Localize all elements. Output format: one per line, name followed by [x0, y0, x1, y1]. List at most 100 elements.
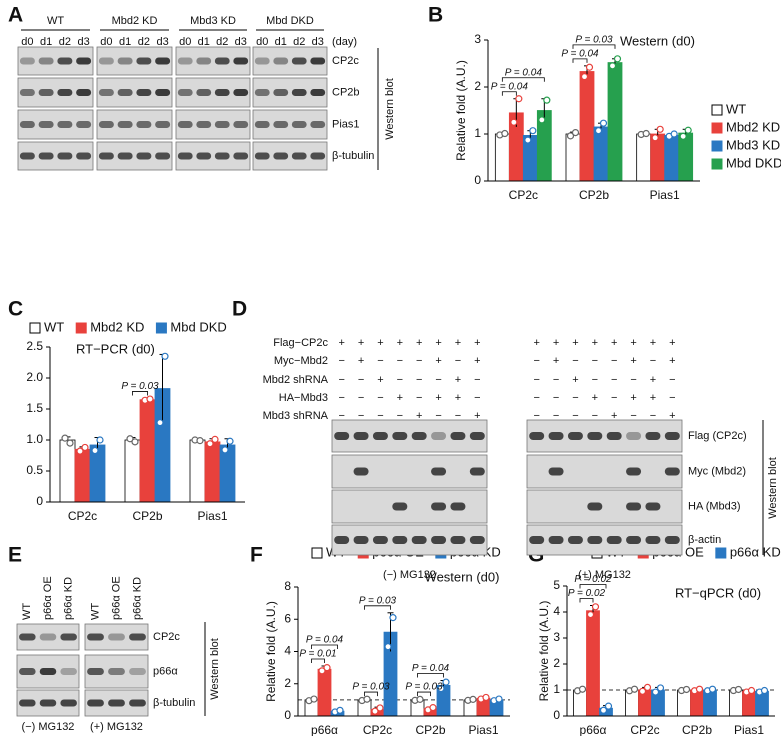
x-tick-label: CP2c — [363, 723, 392, 736]
lane-label: d1 — [198, 36, 210, 48]
condition-sign: − — [533, 392, 539, 404]
blot-band — [129, 633, 146, 641]
x-tick-label: CP2b — [579, 188, 609, 202]
blot-band — [664, 467, 680, 476]
blot-band — [57, 89, 73, 96]
y-tick-label: 4 — [553, 604, 560, 618]
condition-sign: − — [455, 355, 461, 367]
condition-sign: + — [338, 337, 344, 349]
blot-band — [411, 432, 427, 440]
blot-band — [310, 57, 326, 65]
condition-sign: + — [650, 374, 656, 386]
x-tick-label: Pias1 — [734, 723, 764, 736]
significance-bracket — [572, 44, 616, 49]
blot-band — [155, 89, 171, 96]
condition-sign: + — [435, 355, 441, 367]
condition-sign: + — [358, 337, 364, 349]
blot-band — [108, 699, 125, 707]
bar — [593, 126, 609, 182]
blot-band — [626, 536, 642, 544]
condition-sign: − — [592, 355, 598, 367]
significance-bracket — [364, 605, 391, 610]
lane-label: d0 — [179, 36, 191, 48]
blot-band — [177, 57, 193, 65]
row-label: CP2c — [153, 631, 180, 643]
lane-label: d3 — [312, 36, 324, 48]
lane-label: d3 — [235, 36, 247, 48]
condition-sign: + — [669, 337, 675, 349]
blot-band — [431, 467, 447, 476]
data-point — [599, 119, 608, 127]
data-point — [684, 126, 692, 134]
data-point — [682, 685, 691, 694]
condition-sign: − — [358, 374, 364, 386]
condition-sign: + — [435, 392, 441, 404]
blot-band — [177, 89, 193, 96]
condition-sign: + — [474, 337, 480, 349]
p-value: P = 0.03 — [575, 34, 613, 45]
y-tick-label: 1 — [474, 126, 481, 140]
condition-sign: − — [416, 374, 422, 386]
legend-label: Mbd3 KD — [726, 137, 780, 152]
y-tick-label: 0.5 — [26, 463, 43, 477]
panel-label: C — [8, 298, 23, 321]
data-point — [469, 695, 477, 703]
legend-swatch — [75, 322, 87, 334]
blot-band — [155, 57, 171, 65]
blot-band — [431, 536, 447, 544]
data-point — [585, 63, 594, 71]
lane-label: p66α OE — [110, 576, 122, 620]
p-value: P = 0.04 — [491, 81, 529, 92]
blot-band — [626, 432, 642, 440]
data-point — [66, 439, 74, 447]
data-point — [734, 685, 743, 694]
data-point — [501, 129, 509, 138]
y-tick-label: 2 — [284, 676, 291, 690]
condition-sign: − — [630, 410, 636, 422]
bar — [636, 133, 652, 182]
data-point — [376, 704, 384, 712]
data-point — [416, 695, 424, 703]
condition-sign: + — [533, 337, 539, 349]
blot-band — [273, 121, 289, 128]
blot-band — [39, 633, 57, 641]
condition-sign: − — [338, 374, 344, 386]
data-point — [196, 437, 204, 445]
caption: (−) MG132 — [383, 569, 436, 581]
blot-band — [392, 432, 408, 440]
x-tick-label: Pias1 — [650, 188, 680, 202]
data-point — [608, 62, 617, 70]
blot-band — [372, 536, 388, 544]
condition-sign: + — [630, 337, 636, 349]
row-label: Myc (Mbd2) — [688, 465, 746, 477]
group-label: Mbd3 KD — [190, 15, 236, 27]
data-point — [336, 706, 344, 714]
y-tick-label: 5 — [553, 578, 560, 592]
data-point — [156, 419, 164, 427]
condition-sign: + — [397, 392, 403, 404]
condition-sign: − — [377, 355, 383, 367]
blot-band — [60, 633, 77, 641]
data-point — [76, 447, 84, 455]
y-axis-label: Relative fold (A.U.) — [537, 601, 551, 702]
condition-sign: + — [669, 410, 675, 422]
data-point — [642, 129, 650, 138]
blot-band — [233, 152, 249, 160]
data-point — [613, 55, 622, 63]
blot-band — [19, 699, 36, 707]
lane-label: d2 — [59, 36, 71, 48]
bar — [678, 132, 694, 182]
blot-band — [98, 89, 114, 96]
blot-band — [98, 57, 114, 65]
lane-label: d3 — [157, 36, 169, 48]
condition-sign: − — [669, 374, 675, 386]
bar — [579, 71, 595, 182]
data-point — [226, 437, 234, 445]
lane-label: d1 — [119, 36, 131, 48]
condition-sign: + — [572, 374, 578, 386]
blot-band — [273, 152, 289, 160]
p-value: P = 0.01 — [299, 649, 336, 660]
condition-sign: + — [669, 355, 675, 367]
blot-band — [87, 668, 104, 675]
blot-band — [273, 57, 289, 65]
